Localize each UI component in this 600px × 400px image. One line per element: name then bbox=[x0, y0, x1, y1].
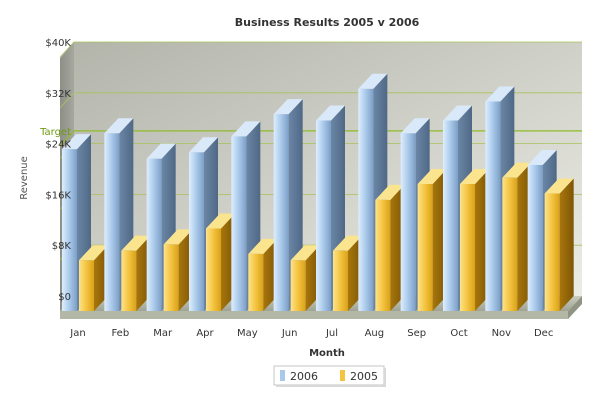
bar-top bbox=[316, 105, 345, 121]
bar-front bbox=[460, 184, 475, 311]
bar-top bbox=[502, 162, 532, 178]
bar-front bbox=[104, 133, 120, 311]
x-axis-title: Month bbox=[309, 348, 345, 359]
bar-front bbox=[527, 164, 543, 311]
bar-front bbox=[231, 136, 247, 311]
bar-top bbox=[273, 99, 303, 115]
bar-front bbox=[290, 260, 306, 311]
bar-top bbox=[104, 118, 134, 134]
bar-2005-Feb bbox=[121, 235, 151, 311]
bar-front bbox=[146, 158, 162, 311]
y-tick-label: $8K bbox=[52, 241, 72, 252]
y-axis-ticks: $0 $8K $16K $24K $32K $40K bbox=[45, 38, 71, 303]
x-tick-label: Jul bbox=[325, 328, 338, 339]
y-tick-label: $16K bbox=[45, 190, 71, 201]
bar-top bbox=[79, 245, 108, 261]
bar-front bbox=[79, 260, 94, 311]
x-tick-label: May bbox=[237, 328, 258, 339]
bar-2005-Aug bbox=[375, 184, 405, 311]
bar-front bbox=[358, 88, 374, 311]
bar-top bbox=[146, 143, 176, 159]
bar-front bbox=[443, 120, 458, 311]
bar-top bbox=[62, 134, 91, 150]
bar-top bbox=[248, 238, 278, 254]
bar-top bbox=[290, 245, 320, 261]
bar-front bbox=[206, 228, 221, 311]
grid-line-side bbox=[59, 92, 75, 109]
bar-front bbox=[333, 250, 348, 311]
x-tick-label: Oct bbox=[450, 328, 467, 339]
bar-2005-Jul bbox=[333, 235, 362, 311]
grid-line-side bbox=[59, 41, 75, 58]
bar-front bbox=[273, 114, 289, 312]
bar-top bbox=[527, 149, 557, 165]
chart-title: Business Results 2005 v 2006 bbox=[235, 16, 420, 29]
bar-2005-Dec bbox=[544, 178, 574, 311]
y-tick-label: $24K bbox=[45, 140, 71, 151]
bar-top bbox=[121, 235, 151, 251]
target-line-side bbox=[59, 130, 75, 147]
bar-top bbox=[375, 184, 405, 200]
bar-top bbox=[206, 213, 235, 229]
bar-2005-Apr bbox=[206, 213, 235, 311]
chart-floor-edge bbox=[60, 311, 568, 319]
bar-top bbox=[358, 73, 388, 89]
y-tick-label: $32K bbox=[45, 89, 71, 100]
target-line-label: Target bbox=[39, 127, 71, 138]
bar-2005-Mar bbox=[163, 229, 193, 311]
bar-front bbox=[189, 152, 204, 311]
bar-front bbox=[544, 193, 560, 311]
bar-front bbox=[316, 120, 331, 311]
x-tick-label: Sep bbox=[407, 328, 426, 339]
y-tick-label: $40K bbox=[45, 38, 71, 49]
y-tick-label: $0 bbox=[58, 292, 71, 303]
bar-front bbox=[163, 244, 179, 311]
x-tick-label: Feb bbox=[111, 328, 129, 339]
bar-top bbox=[460, 169, 489, 184]
bar-2005-Nov bbox=[502, 162, 532, 311]
bar-top bbox=[231, 121, 261, 137]
bar-front bbox=[375, 199, 391, 311]
bar-top bbox=[485, 86, 515, 102]
legend-shadow bbox=[384, 368, 386, 387]
bar-top bbox=[400, 118, 430, 134]
x-tick-label: Jan bbox=[69, 328, 85, 339]
legend-swatch-2006 bbox=[280, 370, 285, 381]
bar-front bbox=[62, 149, 77, 311]
bar-top bbox=[163, 229, 193, 245]
x-tick-label: Mar bbox=[153, 328, 173, 339]
bar-top bbox=[189, 137, 218, 153]
legend-shadow-bottom bbox=[276, 385, 386, 387]
bar-top bbox=[544, 178, 574, 194]
bar-front bbox=[248, 253, 264, 311]
bar-top bbox=[333, 235, 362, 251]
x-tick-label: Nov bbox=[492, 328, 512, 339]
bars bbox=[62, 73, 574, 312]
bar-front bbox=[121, 250, 137, 311]
bar-side bbox=[559, 178, 574, 311]
bar-top bbox=[443, 105, 472, 121]
chart-floor-edge-side bbox=[568, 296, 582, 319]
x-axis-ticks: Jan Feb Mar Apr May Jun Jul Aug Sep Oct Nov Dec bbox=[69, 328, 553, 339]
legend-label-2005: 2005 bbox=[350, 370, 378, 383]
bar-front bbox=[400, 133, 416, 311]
bar-2005-Sep bbox=[417, 169, 447, 311]
legend: 2006 2005 bbox=[273, 365, 386, 387]
x-tick-label: Apr bbox=[196, 328, 214, 339]
y-axis-title: Revenue bbox=[19, 156, 30, 200]
x-tick-label: Aug bbox=[365, 328, 385, 339]
bar-2005-Oct bbox=[460, 169, 489, 311]
bar-front bbox=[502, 177, 518, 311]
bar-2005-May bbox=[248, 238, 278, 311]
legend-swatch-2005 bbox=[340, 370, 345, 381]
bar-front bbox=[485, 101, 501, 311]
bar-top bbox=[417, 169, 447, 184]
x-tick-label: Dec bbox=[534, 328, 553, 339]
legend-label-2006: 2006 bbox=[290, 370, 318, 383]
x-tick-label: Jun bbox=[281, 328, 298, 339]
bar-front bbox=[417, 184, 433, 311]
